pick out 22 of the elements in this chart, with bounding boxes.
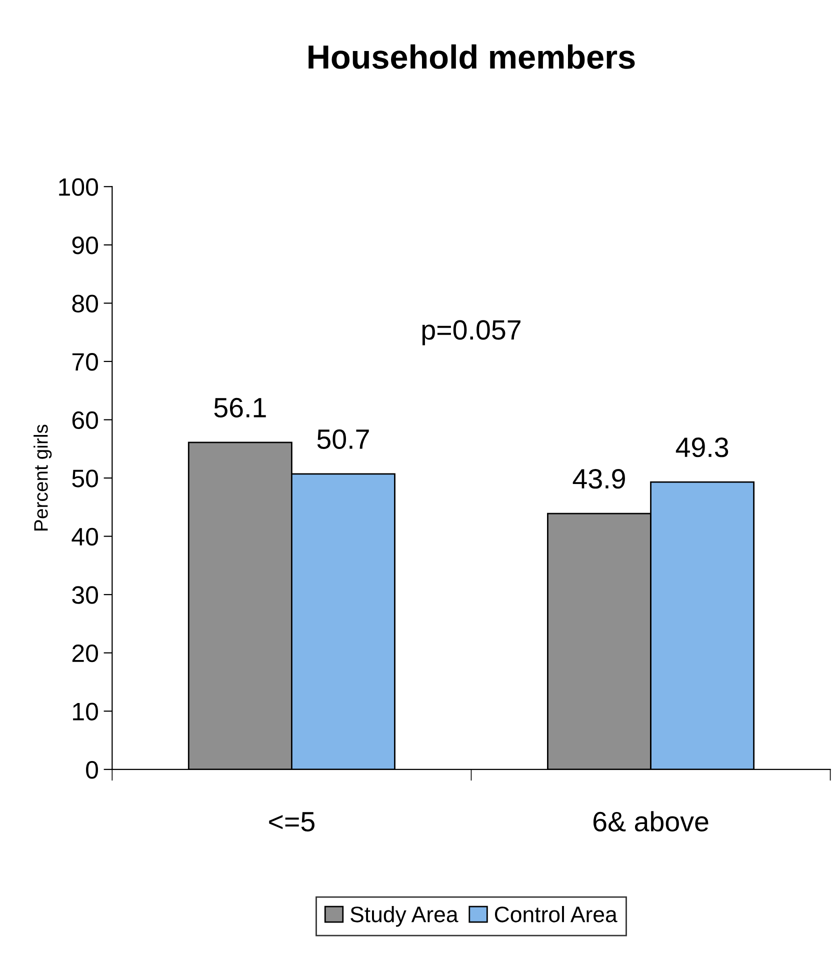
annotation: p=0.057 (422, 320, 520, 346)
data-label: 50.7 (317, 429, 369, 450)
y-tick-label: 60 (72, 411, 98, 430)
y-axis-title: Percent girls (34, 424, 52, 530)
y-tick-label: 30 (72, 586, 98, 604)
x-tick-label: 6& above (593, 811, 708, 832)
data-label: 43.9 (572, 468, 625, 489)
y-tick-label: 40 (72, 528, 98, 546)
y-tick-label: 100 (59, 178, 98, 196)
y-tick-label: 90 (72, 236, 98, 254)
data-label: 49.3 (676, 437, 728, 458)
legend-label: Control Area (494, 906, 618, 922)
chart-title: Household members (308, 44, 635, 69)
y-tick-label: 80 (72, 294, 98, 312)
y-tick-label: 20 (72, 644, 98, 662)
y-tick-label: 0 (86, 761, 98, 779)
y-tick-label: 10 (73, 702, 98, 720)
data-label: 56.1 (214, 398, 266, 418)
legend-label: Study Area (350, 906, 458, 927)
y-tick-label: 50 (72, 470, 98, 488)
x-tick-label: <=5 (269, 812, 314, 832)
y-tick-label: 70 (72, 353, 98, 371)
